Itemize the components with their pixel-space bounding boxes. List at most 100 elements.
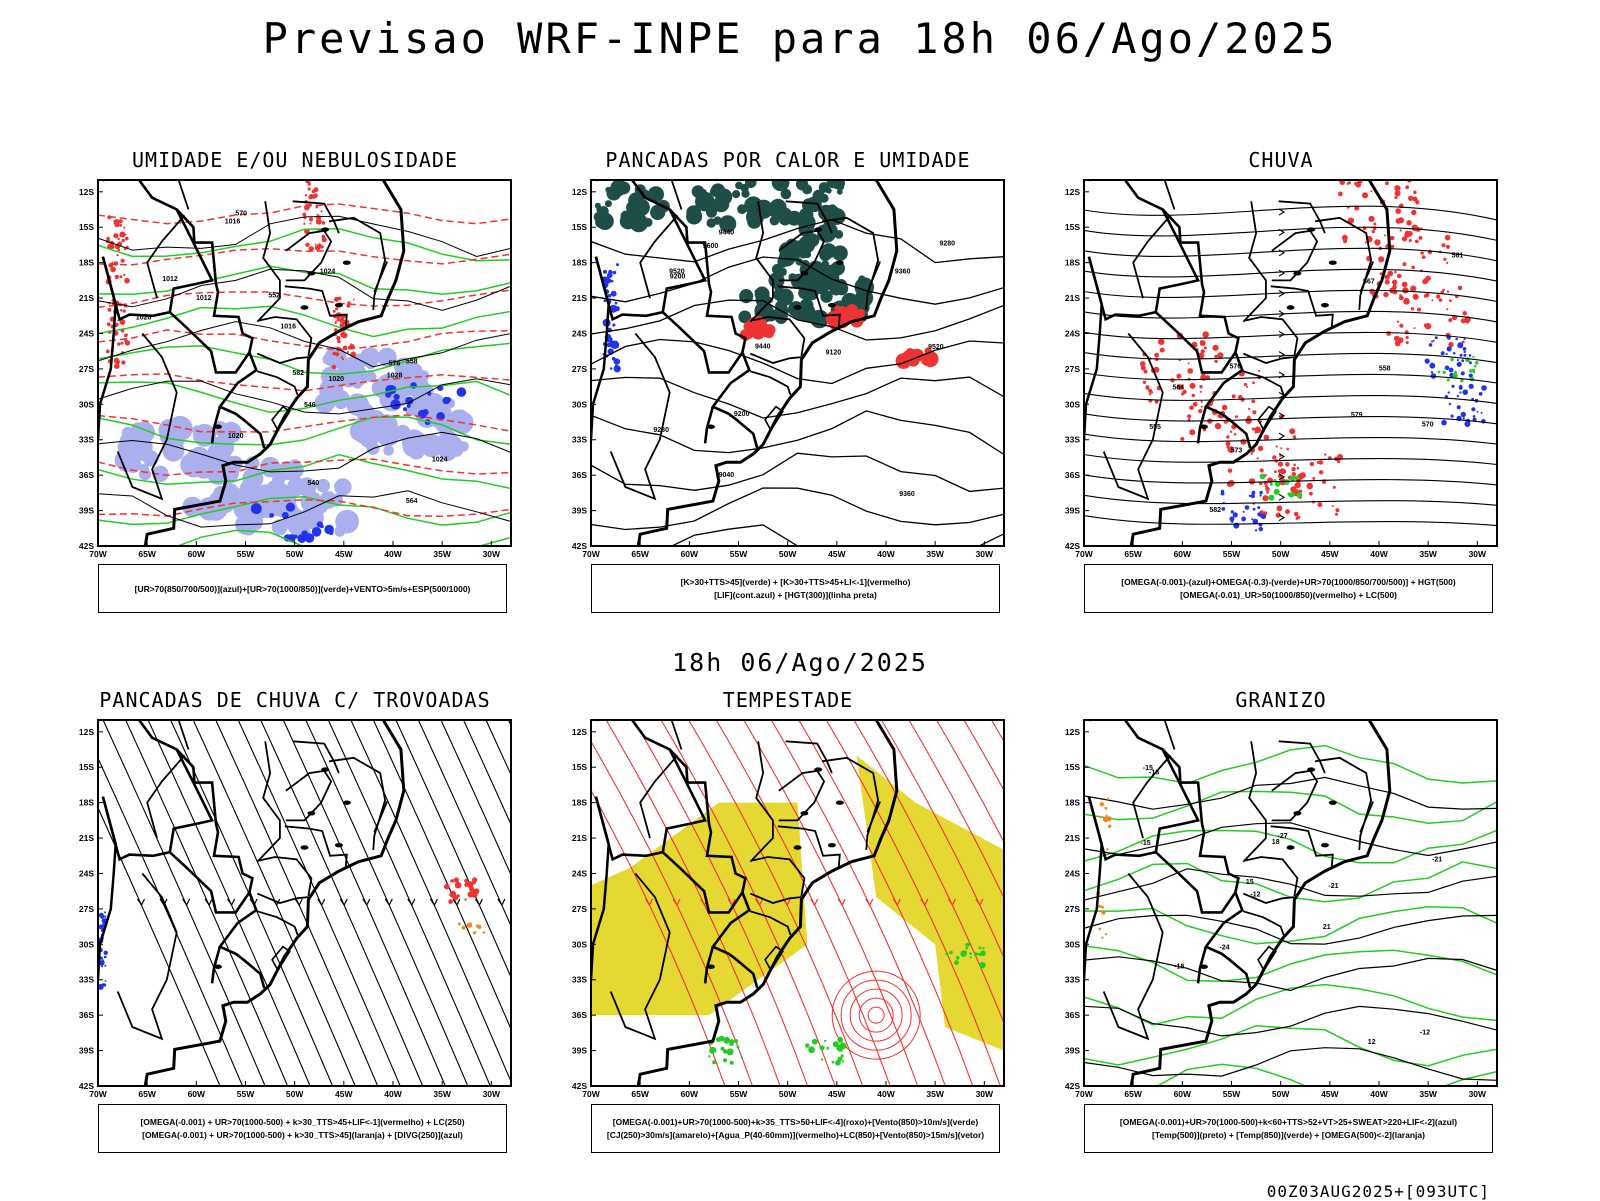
lon-tick-label: 70W [1075, 549, 1093, 559]
contour-label: -12 [1250, 892, 1260, 899]
contour-label: 570 [1422, 422, 1434, 429]
map-frame [97, 719, 512, 1087]
lat-tick-label: 39S [79, 506, 94, 516]
contour-label: 1016 [280, 324, 296, 331]
lat-tick-label: 24S [79, 328, 94, 338]
contour-label: 555 [1149, 424, 1161, 431]
lon-tick-label: 65W [631, 549, 649, 559]
lat-tick-label: 15S [572, 762, 587, 772]
lon-tick-label: 55W [237, 549, 255, 559]
lat-tick-label: 18S [1065, 258, 1080, 268]
lon-tick-label: 45W [828, 1089, 846, 1099]
contour-label: 9440 [755, 344, 771, 351]
map-frame [590, 179, 1005, 547]
lat-tick-label: 33S [572, 975, 587, 985]
lon-tick-label: 30W [976, 1089, 994, 1099]
lon-tick-label: 35W [433, 549, 451, 559]
lat-tick-label: 36S [572, 470, 587, 480]
map-frame [590, 719, 1005, 1087]
lon-tick-label: 55W [1223, 549, 1241, 559]
page-title: Previsao WRF-INPE para 18h 06/Ago/2025 [262, 14, 1338, 63]
panel-trovoadas: PANCADAS DE CHUVA C/ TROVOADAS 12S 15S 18S… [60, 688, 530, 1183]
lon-tick-label: 40W [877, 1089, 895, 1099]
lat-tick-label: 21S [572, 833, 587, 843]
lon-tick-label: 50W [1272, 1089, 1290, 1099]
map-legend: [OMEGA(-0.001)+UR>70(1000-500)+k>35_TTS>… [591, 1104, 1000, 1153]
lat-tick-label: 27S [572, 364, 587, 374]
lat-tick-label: 33S [1065, 975, 1080, 985]
contour-label: 9600 [703, 243, 719, 250]
legend-line: [OMEGA(-0.001)+UR>70(1000-500)+k<60+TTS>… [1119, 1117, 1458, 1127]
contour-label: -24 [1219, 944, 1229, 951]
contour-label: -12 [1420, 1029, 1430, 1036]
contour-label: 1012 [162, 276, 178, 283]
legend-line: [OMEGA(-0.001) + UR>70(1000-500) + k>30_… [140, 1117, 465, 1127]
contour-label: 576 [389, 360, 401, 367]
lon-tick-label: 60W [1174, 549, 1192, 559]
lon-tick-label: 65W [138, 1089, 156, 1099]
lon-tick-label: 70W [89, 549, 107, 559]
contour-label: 576 [1230, 364, 1242, 371]
lon-tick-label: 30W [483, 1089, 501, 1099]
contour-label: 9200 [734, 411, 750, 418]
contour-label: -15 [1143, 765, 1153, 772]
lon-tick-label: 70W [582, 1089, 600, 1099]
panel-title: GRANIZO [1235, 688, 1327, 712]
map-frame [97, 179, 512, 547]
contour-label: 9120 [826, 350, 842, 357]
lat-tick-label: 42S [79, 1081, 94, 1091]
lat-tick-label: 42S [572, 1081, 587, 1091]
lat-tick-label: 30S [572, 939, 587, 949]
contour-label: 570 [235, 211, 247, 218]
lon-tick-label: 50W [779, 1089, 797, 1099]
lat-tick-label: 21S [572, 293, 587, 303]
contour-label: 579 [1351, 412, 1363, 419]
lon-tick-label: 30W [1469, 549, 1487, 559]
contour-label: 558 [406, 358, 418, 365]
contour-label: 546 [304, 402, 316, 409]
legend-line: [OMEGA(-0.01)_UR>50(1000/850)(vermelho) … [1180, 590, 1397, 600]
lat-tick-label: 30S [1065, 939, 1080, 949]
lat-tick-label: 27S [79, 364, 94, 374]
contour-label: 12 [1368, 1039, 1376, 1046]
lon-tick-label: 65W [1124, 1089, 1142, 1099]
contour-label: 1028 [136, 315, 152, 322]
legend-line: [Temp(500)](preto) + [Temp(850)](verde) … [1152, 1130, 1425, 1140]
lat-tick-label: 36S [79, 470, 94, 480]
lat-tick-label: 36S [79, 1010, 94, 1020]
contour-label: -15 [1141, 840, 1151, 847]
lat-tick-label: 33S [572, 435, 587, 445]
contour-label: 1024 [432, 456, 448, 463]
map-frame [1083, 719, 1498, 1087]
contour-label: 1020 [228, 433, 244, 440]
map-legend: [OMEGA(-0.001)+UR>70(1000-500)+k<60+TTS>… [1084, 1104, 1493, 1153]
lat-tick-label: 15S [79, 762, 94, 772]
lat-tick-label: 12S [1065, 187, 1080, 197]
lon-tick-label: 45W [828, 549, 846, 559]
contour-label: 582 [292, 370, 304, 377]
lon-tick-label: 35W [926, 549, 944, 559]
contour-label: 573 [1231, 447, 1243, 454]
lat-tick-label: 39S [79, 1046, 94, 1056]
contour-label: 582 [1209, 507, 1221, 514]
contour-label: -18 [1174, 964, 1184, 971]
lat-tick-label: 30S [572, 399, 587, 409]
contour-label: 15 [1246, 879, 1254, 886]
run-id-label: 00Z03AUG2025+[093UTC] [1266, 1182, 1490, 1201]
lat-tick-label: 12S [79, 727, 94, 737]
lon-tick-label: 45W [335, 549, 353, 559]
lon-tick-label: 35W [1419, 549, 1437, 559]
lon-tick-label: 50W [1272, 549, 1290, 559]
contour-label: 9360 [899, 491, 915, 498]
lat-tick-label: 18S [572, 798, 587, 808]
contour-label: -21 [1328, 883, 1338, 890]
panel-granizo: GRANIZO -12 -15 -18 -21 -24 -27 -12 -15 -18 -21 12… [1046, 688, 1516, 1183]
legend-line: [UR>70(850/700/500)](azul)+[UR>70(1000/8… [134, 583, 471, 594]
lon-tick-label: 70W [582, 549, 600, 559]
map-legend: [OMEGA(-0.001)-(azul)+OMEGA(-0.3)-(verde… [1084, 564, 1493, 613]
lat-tick-label: 42S [572, 541, 587, 551]
contour-label: 1024 [320, 269, 336, 276]
legend-line: [OMEGA(-0.001) + UR>70(1000-500) + k>30_… [142, 1130, 463, 1140]
contour-label: 561 [1452, 252, 1464, 259]
